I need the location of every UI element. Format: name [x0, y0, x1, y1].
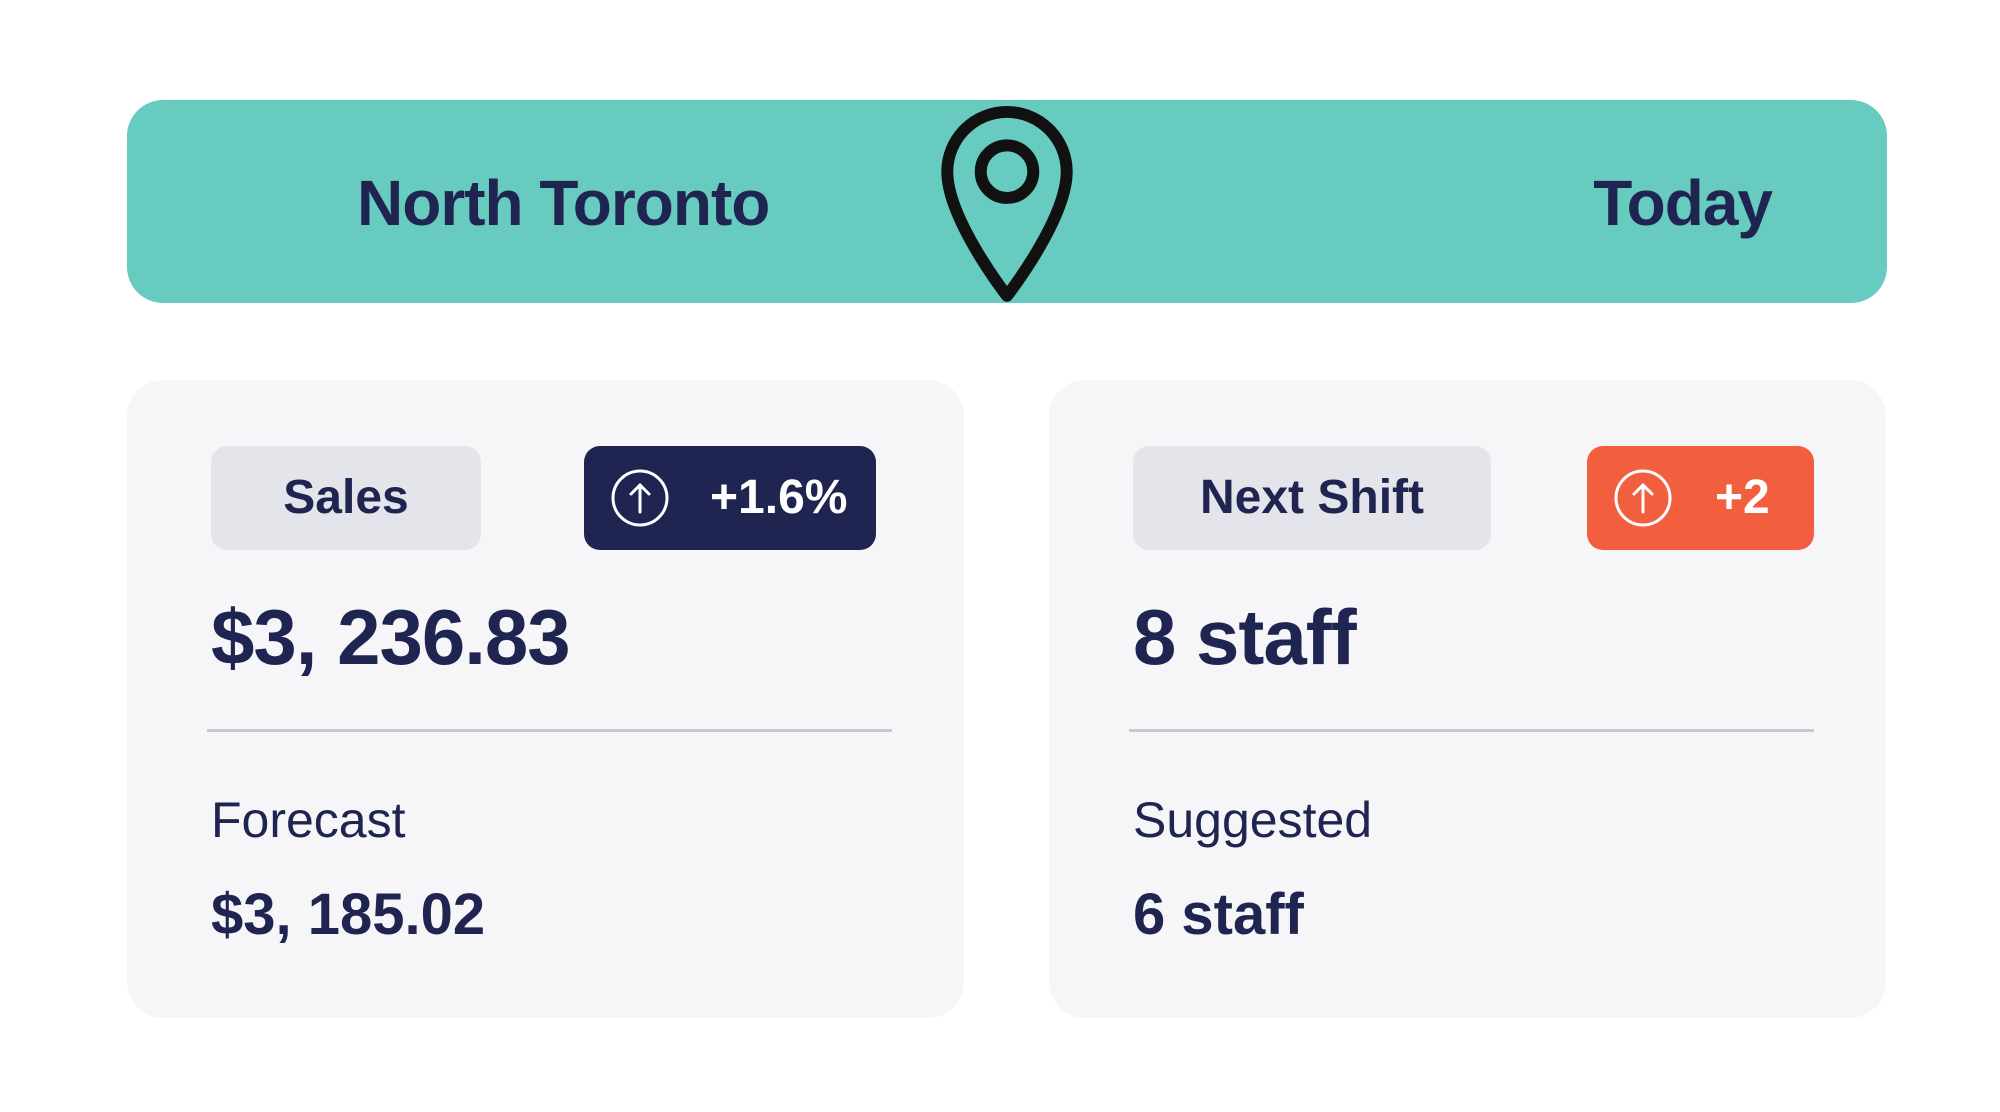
next-shift-label: Next Shift [1133, 446, 1491, 550]
suggested-label: Suggested [1133, 792, 1373, 848]
period-label: Today [1593, 167, 1773, 239]
suggested-value: 6 staff [1133, 882, 1304, 947]
arrow-up-circle-icon [611, 469, 669, 527]
sales-label: Sales [211, 446, 481, 550]
divider [1129, 729, 1814, 732]
sales-card: Sales +1.6% $3, 236.83 Forecast $3, 185.… [127, 380, 964, 1018]
forecast-value: $3, 185.02 [211, 882, 486, 947]
sales-value: $3, 236.83 [211, 593, 571, 681]
staff-count-value: 8 staff [1133, 593, 1357, 681]
divider [207, 729, 892, 732]
forecast-label: Forecast [211, 792, 406, 848]
sales-change-value: +1.6% [710, 471, 848, 524]
next-shift-card: Next Shift +2 8 staff Suggested 6 staff [1049, 380, 1886, 1018]
sales-change-badge: +1.6% [584, 446, 876, 550]
arrow-up-circle-icon [1614, 469, 1672, 527]
map-pin-icon [941, 105, 1073, 302]
location-name: North Toronto [357, 167, 770, 239]
staff-change-badge: +2 [1587, 446, 1814, 550]
staff-change-value: +2 [1715, 471, 1770, 524]
